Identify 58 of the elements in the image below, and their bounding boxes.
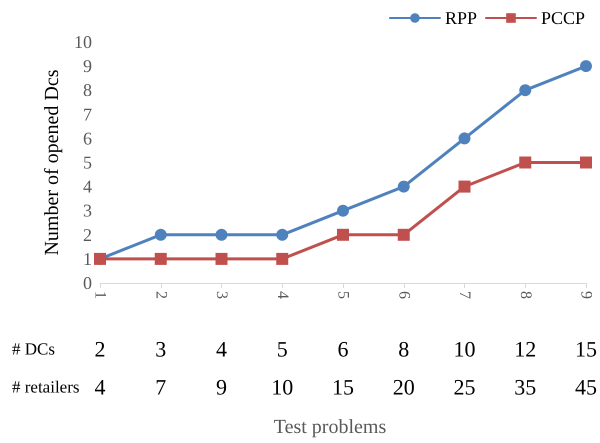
text: # DCs bbox=[12, 340, 55, 358]
point bbox=[216, 252, 228, 265]
point bbox=[154, 252, 167, 265]
text: 25 bbox=[454, 374, 476, 400]
text: 12 bbox=[514, 336, 536, 362]
x-tick-label: 5 bbox=[334, 291, 352, 299]
text: 8 bbox=[398, 336, 410, 362]
y-tick-label: 8 bbox=[83, 80, 92, 100]
point bbox=[398, 180, 410, 193]
text: 45 bbox=[575, 374, 597, 400]
point bbox=[458, 180, 470, 193]
text: 5 bbox=[276, 336, 288, 362]
y-tick-label: 2 bbox=[83, 224, 92, 245]
x-tick-label: 4 bbox=[274, 291, 291, 299]
text: 15 bbox=[575, 336, 597, 362]
x-tick-label: 9 bbox=[578, 291, 594, 299]
text: 9 bbox=[216, 374, 227, 400]
y-tick-label: 0 bbox=[83, 273, 92, 293]
text: 15 bbox=[332, 374, 354, 400]
legend-label: PCCP bbox=[540, 8, 586, 28]
point bbox=[580, 60, 592, 72]
text: # retailers bbox=[12, 378, 80, 396]
legend-label: RPP bbox=[444, 8, 477, 28]
point bbox=[276, 228, 288, 241]
x-tick-label: 2 bbox=[152, 291, 170, 299]
y-axis-title: Number of opened Dcs bbox=[41, 69, 63, 256]
x-tick-label: 6 bbox=[395, 291, 412, 299]
x-tick-label: 8 bbox=[516, 291, 534, 299]
point bbox=[154, 228, 167, 241]
point bbox=[216, 228, 228, 241]
text: 7 bbox=[155, 374, 166, 400]
point bbox=[458, 132, 470, 144]
y-tick-label: 7 bbox=[83, 104, 92, 124]
x-tick-label: 7 bbox=[456, 291, 473, 299]
text: 10 bbox=[271, 374, 294, 400]
point bbox=[519, 156, 532, 168]
text: 3 bbox=[155, 336, 166, 362]
point bbox=[337, 228, 349, 241]
point bbox=[276, 252, 288, 265]
y-tick-label: 10 bbox=[74, 32, 92, 52]
y-tick-label: 9 bbox=[83, 56, 92, 76]
point bbox=[580, 156, 592, 168]
y-tick-label: 6 bbox=[83, 128, 92, 148]
x-tick-label: 3 bbox=[213, 291, 230, 299]
y-tick-label: 5 bbox=[83, 152, 92, 172]
y-tick-label: 3 bbox=[83, 200, 92, 221]
x-tick-label: 1 bbox=[92, 291, 108, 299]
text: 35 bbox=[514, 374, 536, 400]
text: 20 bbox=[392, 374, 415, 400]
point bbox=[398, 228, 410, 241]
text: Test problems bbox=[274, 416, 386, 438]
text: 10 bbox=[454, 336, 476, 362]
text: 4 bbox=[216, 336, 227, 362]
point bbox=[337, 204, 349, 217]
y-tick-label: 1 bbox=[83, 248, 92, 269]
text: 6 bbox=[338, 336, 348, 362]
y-tick-label: 4 bbox=[83, 176, 92, 197]
point bbox=[519, 84, 532, 96]
